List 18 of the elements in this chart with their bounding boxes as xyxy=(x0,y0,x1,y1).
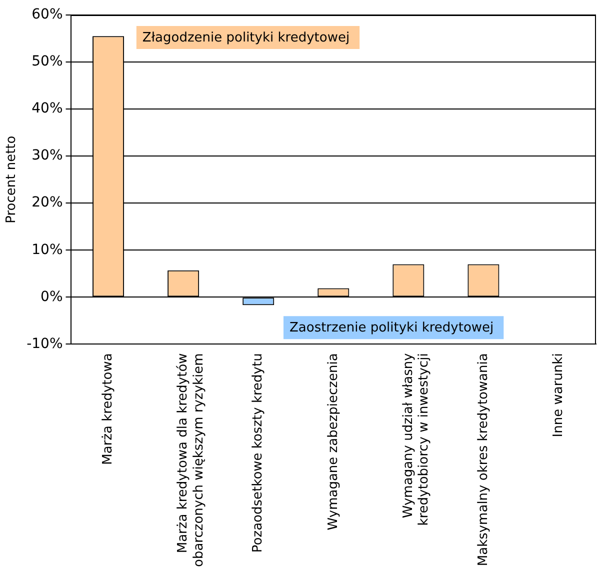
x-tick-label: Pozaodsetkowe koszty kredytu xyxy=(250,353,266,553)
y-tick-label: 0% xyxy=(40,288,63,305)
y-tick-label: 10% xyxy=(32,242,63,258)
y-tick-label: 60% xyxy=(32,6,63,23)
x-tick-label: Maksymalny okres kredytowania xyxy=(476,353,491,566)
y-tick-label: 40% xyxy=(32,100,63,117)
annotation: Zaostrzenie polityki kredytowej xyxy=(289,320,494,336)
x-tick-label: Wymagany udział własny kredytobiorcy w inwestycji xyxy=(400,352,432,526)
y-tick-label: 30% xyxy=(32,148,63,164)
x-tick-label: Marża kredytowa xyxy=(100,353,116,465)
x-tick-label: Marża kredytowa dla kredytów obarczonych większym ryzykiem xyxy=(176,352,206,568)
annotation: Złagodzenie polityki kredytowej xyxy=(142,30,350,46)
x-tick-label: Inne warunki xyxy=(550,353,566,438)
y-tick-label: 20% xyxy=(32,194,63,211)
y-axis-title: Procent netto xyxy=(4,136,20,224)
x-tick-label: Wymagane zabezpieczenia xyxy=(326,353,341,530)
y-tick-label: -10% xyxy=(26,336,63,352)
y-tick-label: 50% xyxy=(32,54,63,70)
